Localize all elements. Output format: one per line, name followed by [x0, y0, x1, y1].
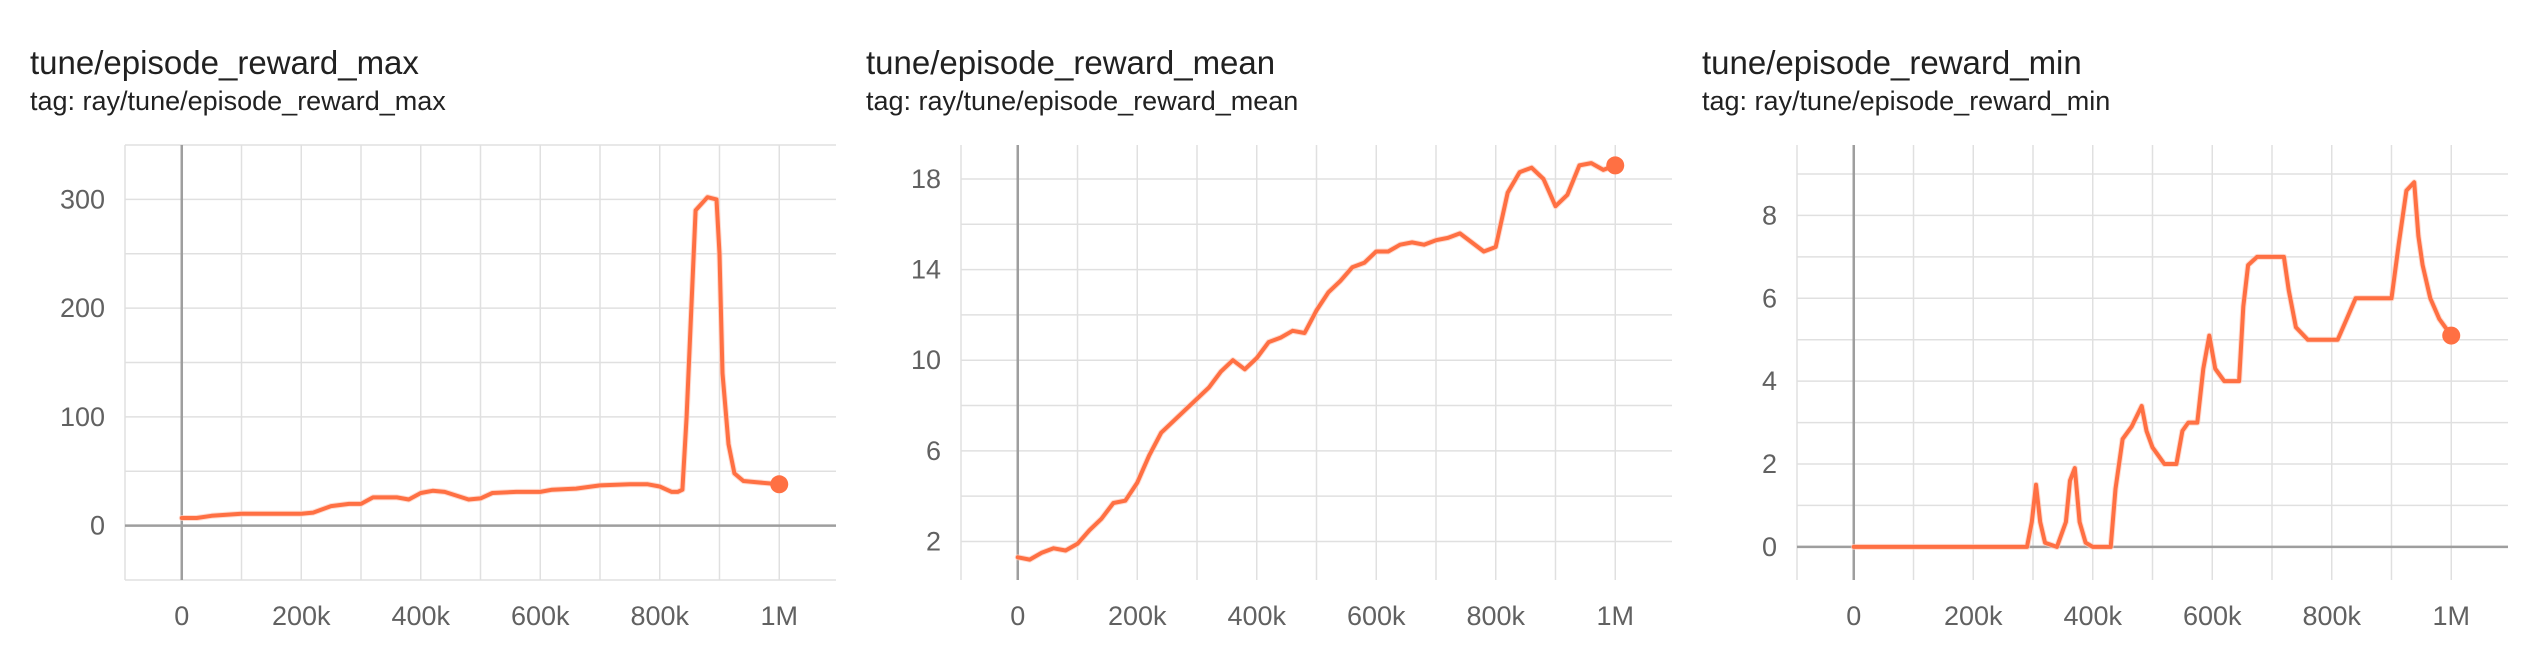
- chart-reward-max: 0 100 200 300 0 200k 400k 600k 800k 1M: [60, 144, 836, 631]
- x-tick-label: 400k: [391, 601, 450, 631]
- y-tick-label: 0: [1762, 532, 1777, 562]
- y-tick-label: 14: [911, 255, 941, 285]
- x-tick-label: 400k: [1227, 601, 1286, 631]
- y-tick-label: 4: [1762, 366, 1777, 396]
- chart-title: tune/episode_reward_mean: [866, 44, 1276, 81]
- y-tick-label: 10: [911, 345, 941, 375]
- x-tick-label: 600k: [2183, 601, 2242, 631]
- y-tick-label: 6: [1762, 283, 1777, 313]
- y-tick-label: 8: [1762, 200, 1777, 230]
- series-line: [1851, 180, 2454, 549]
- y-tick-label: 2: [926, 526, 941, 556]
- x-tick-label: 0: [174, 601, 189, 631]
- y-tick-label: 300: [60, 184, 105, 214]
- series-line: [179, 195, 782, 520]
- series-last-point: [1606, 156, 1625, 175]
- x-tick-label: 600k: [511, 601, 570, 631]
- y-tick-label: 100: [60, 402, 105, 432]
- chart-subtitle: tag: ray/tune/episode_reward_min: [1702, 86, 2111, 116]
- x-tick-label: 600k: [1347, 601, 1406, 631]
- x-tick-label: 800k: [1466, 601, 1525, 631]
- x-tick-label: 0: [1010, 601, 1025, 631]
- series-last-point: [2442, 326, 2461, 345]
- x-tick-label: 400k: [2063, 601, 2122, 631]
- chart-panel-reward-min: 0 2 4 6 8 0 200k 400k 600k 800k 1M tune/episode_re…: [1672, 0, 2518, 648]
- y-tick-label: 0: [90, 511, 105, 541]
- x-tick-label: 200k: [1108, 601, 1167, 631]
- series-line: [1015, 161, 1618, 562]
- y-tick-label: 200: [60, 293, 105, 323]
- x-tick-label: 200k: [1944, 601, 2003, 631]
- x-tick-label: 1M: [1596, 601, 1634, 631]
- y-tick-label: 6: [926, 436, 941, 466]
- chart-title: tune/episode_reward_min: [1702, 44, 2082, 81]
- x-tick-label: 800k: [630, 601, 689, 631]
- chart-subtitle: tag: ray/tune/episode_reward_mean: [866, 86, 1299, 116]
- chart-reward-mean: 2 6 10 14 18 0 200k 400k 600k 800k 1M: [911, 145, 1672, 631]
- chart-subtitle: tag: ray/tune/episode_reward_max: [30, 86, 446, 116]
- x-tick-label: 800k: [2302, 601, 2361, 631]
- series-last-point: [770, 475, 789, 494]
- x-tick-label: 0: [1846, 601, 1861, 631]
- chart-panel-reward-max: 0 100 200 300 0 200k 400k 600k 800k 1M tune/episo…: [0, 0, 846, 648]
- chart-reward-min: 0 2 4 6 8 0 200k 400k 600k 800k 1M: [1762, 145, 2508, 631]
- y-tick-label: 2: [1762, 449, 1777, 479]
- x-tick-label: 1M: [2432, 601, 2470, 631]
- chart-panel-reward-mean: 2 6 10 14 18 0 200k 400k 600k 800k 1M tune/episode…: [836, 0, 1682, 648]
- chart-title: tune/episode_reward_max: [30, 44, 419, 81]
- x-tick-label: 1M: [760, 601, 798, 631]
- x-tick-label: 200k: [272, 601, 331, 631]
- y-tick-label: 18: [911, 164, 941, 194]
